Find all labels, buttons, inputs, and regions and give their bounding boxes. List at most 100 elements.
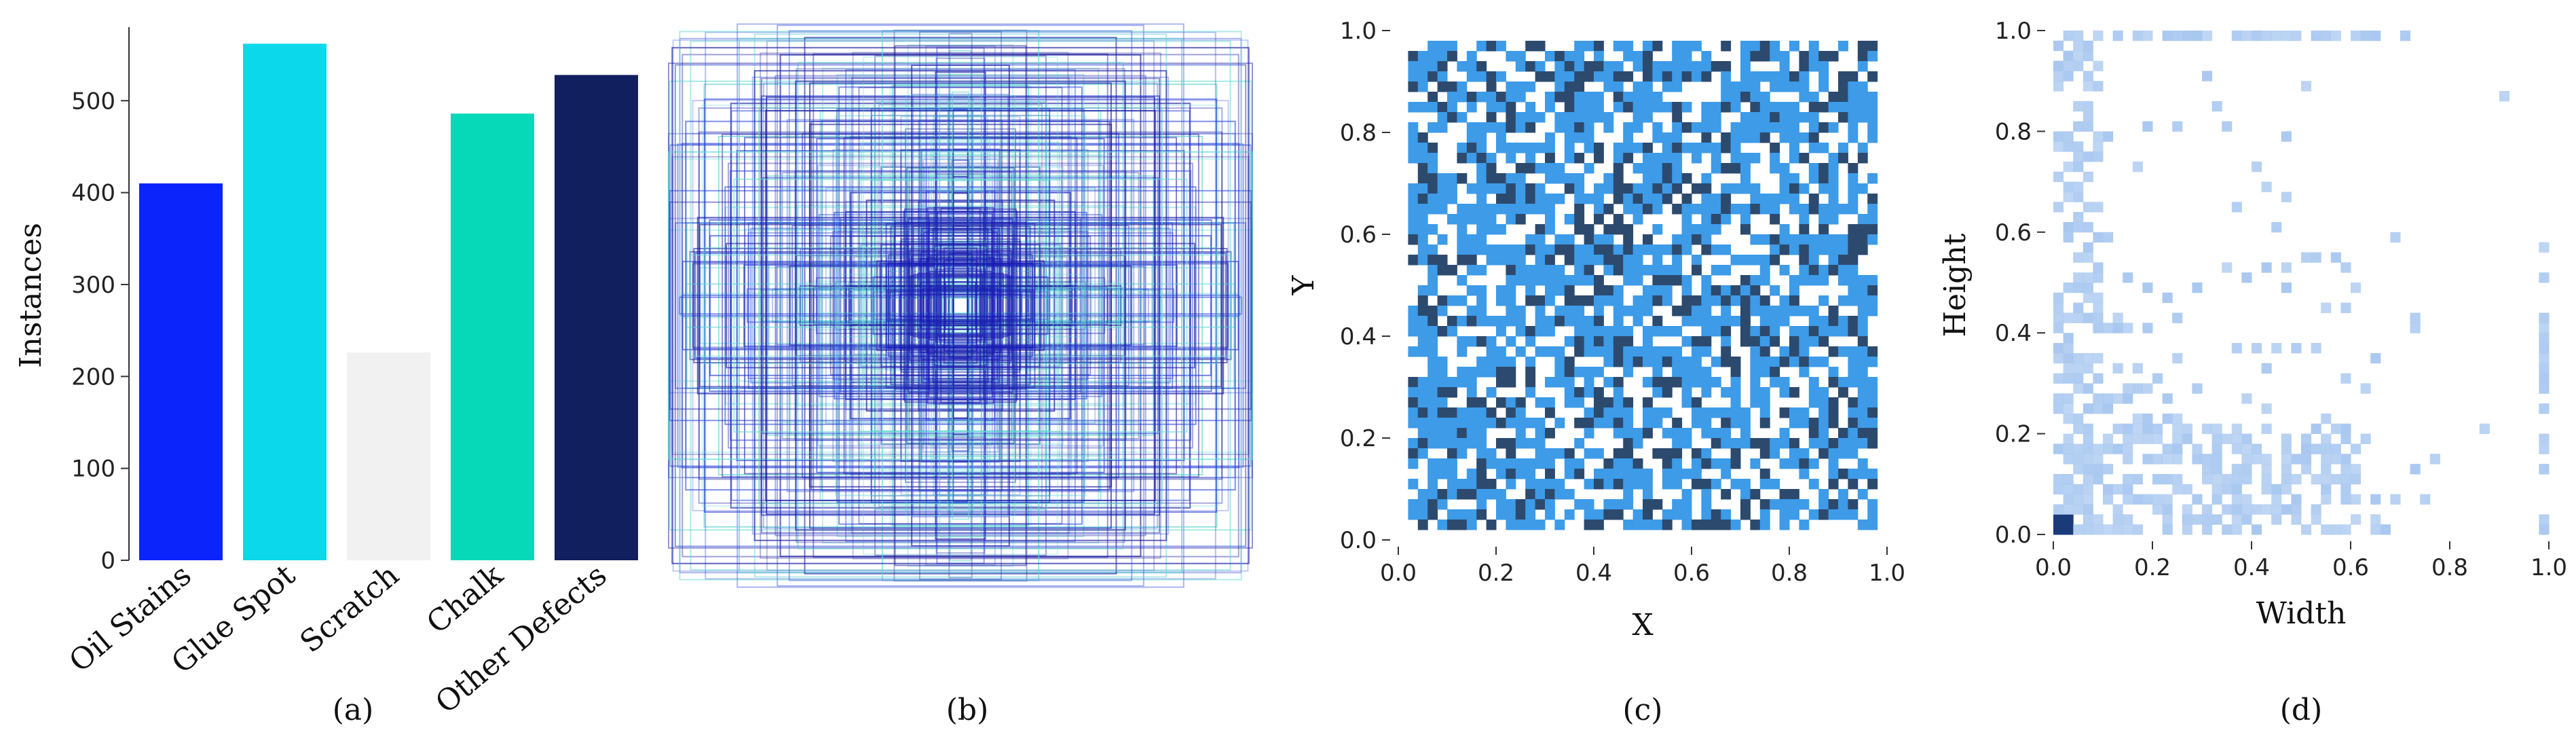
bounding-box <box>944 281 977 330</box>
heatmap-cell <box>1564 306 1575 316</box>
heatmap-cell <box>1486 367 1497 378</box>
heatmap-cell <box>1799 81 1810 92</box>
heatmap-cell <box>2073 40 2084 52</box>
bounding-box <box>949 50 972 562</box>
heatmap-cell <box>1779 244 1790 255</box>
heatmap-cell <box>1759 346 1770 357</box>
heatmap-cell <box>2132 524 2143 535</box>
heatmap-cell <box>1447 51 1457 62</box>
heatmap-cell <box>1427 367 1438 378</box>
heatmap-cell <box>1525 234 1536 245</box>
heatmap-cell <box>2083 221 2093 233</box>
heatmap-cell <box>1427 51 1438 62</box>
heatmap-cell <box>1838 489 1848 500</box>
heatmap-cell <box>1730 92 1741 103</box>
heatmap-cell <box>1427 224 1438 235</box>
heatmap-cell <box>1828 102 1839 113</box>
heatmap-cell <box>1838 71 1848 82</box>
heatmap-cell <box>1545 244 1555 255</box>
heatmap-cell <box>1692 377 1702 388</box>
heatmap-cell <box>1838 346 1848 357</box>
heatmap-cell <box>1457 448 1468 459</box>
heatmap-cell <box>2142 494 2153 505</box>
heatmap-cell <box>1496 204 1506 215</box>
heatmap-cell <box>1525 469 1536 479</box>
heatmap-cell <box>1808 438 1819 449</box>
heatmap-cell <box>1681 367 1692 378</box>
heatmap-cell <box>1652 163 1663 174</box>
heatmap-cell <box>1701 71 1712 82</box>
heatmap-cell <box>1476 143 1487 153</box>
heatmap-cell <box>1408 153 1419 164</box>
bounding-box <box>858 86 1063 525</box>
heatmap-cell <box>1808 61 1819 72</box>
heatmap-cell <box>1789 173 1799 184</box>
heatmap-cell <box>2291 454 2302 465</box>
heatmap-cell <box>1564 244 1575 255</box>
heatmap-cell <box>1681 469 1692 479</box>
bounding-box <box>669 189 1252 422</box>
heatmap-cell <box>1857 458 1868 469</box>
heatmap-cell <box>1770 102 1780 113</box>
heatmap-cell <box>1515 469 1526 479</box>
heatmap-cell <box>1574 265 1585 276</box>
bounding-box <box>762 82 1159 529</box>
heatmap-cell <box>1496 244 1506 255</box>
heatmap-cell <box>1457 438 1468 449</box>
heatmap-cell <box>1711 194 1721 204</box>
heatmap-cell <box>2083 484 2093 495</box>
heatmap-cell <box>1740 173 1751 184</box>
x-tick-label: 0.4 <box>1575 560 1612 587</box>
heatmap-cell <box>2142 423 2153 435</box>
heatmap-cell <box>1818 204 1829 215</box>
heatmap-cell <box>1701 244 1712 255</box>
heatmap-cell <box>1427 407 1438 418</box>
heatmap-cell <box>1584 234 1594 245</box>
heatmap-cell <box>1554 234 1565 245</box>
heatmap-cell <box>2083 504 2093 515</box>
heatmap-cell <box>1584 295 1594 306</box>
heatmap-cell <box>1417 489 1428 500</box>
heatmap-cell <box>2231 484 2242 495</box>
heatmap-cell <box>1857 326 1868 337</box>
heatmap-cell <box>1554 275 1565 286</box>
heatmap-cell <box>1828 397 1839 408</box>
heatmap-cell <box>1594 387 1604 398</box>
heatmap-cell <box>1476 448 1487 459</box>
x-tick-label: 1.0 <box>2531 554 2567 581</box>
heatmap-cell <box>1564 387 1575 398</box>
heatmap-cell <box>1711 112 1721 123</box>
heatmap-cell <box>1711 285 1721 296</box>
bounding-box <box>918 120 1003 492</box>
heatmap-cell <box>1857 244 1868 255</box>
heatmap-cell <box>1603 397 1614 408</box>
heatmap-cell <box>2291 31 2302 41</box>
heatmap-cell <box>1750 204 1761 215</box>
heatmap-cell <box>1740 51 1751 62</box>
bounding-box <box>921 228 1000 384</box>
heatmap-cell <box>1701 448 1712 459</box>
heatmap-cell <box>1466 71 1477 82</box>
y-tick-label: 0.8 <box>1995 118 2032 145</box>
heatmap-cell <box>1701 234 1712 245</box>
heatmap-cell <box>1486 244 1497 255</box>
heatmap-cell <box>1672 438 1683 449</box>
heatmap-cell <box>1808 479 1819 490</box>
heatmap-cell <box>1711 214 1721 225</box>
heatmap-cell <box>1740 418 1751 429</box>
heatmap-cell <box>1545 489 1555 500</box>
heatmap-cell <box>2351 514 2362 525</box>
heatmap-cell <box>1730 183 1741 194</box>
heatmap-cell <box>1828 367 1839 378</box>
bounding-box <box>781 172 1140 439</box>
heatmap-cell <box>2123 443 2133 454</box>
heatmap-cell <box>1770 112 1780 123</box>
heatmap-cell <box>2261 484 2272 495</box>
heatmap-cell <box>1867 357 1878 367</box>
heatmap-cell <box>1408 448 1419 459</box>
heatmap-cell <box>1554 61 1565 72</box>
heatmap-cell <box>1603 112 1614 123</box>
heatmap-cell <box>1515 61 1526 72</box>
heatmap-cell <box>1867 438 1878 449</box>
heatmap-cell <box>1427 265 1438 276</box>
